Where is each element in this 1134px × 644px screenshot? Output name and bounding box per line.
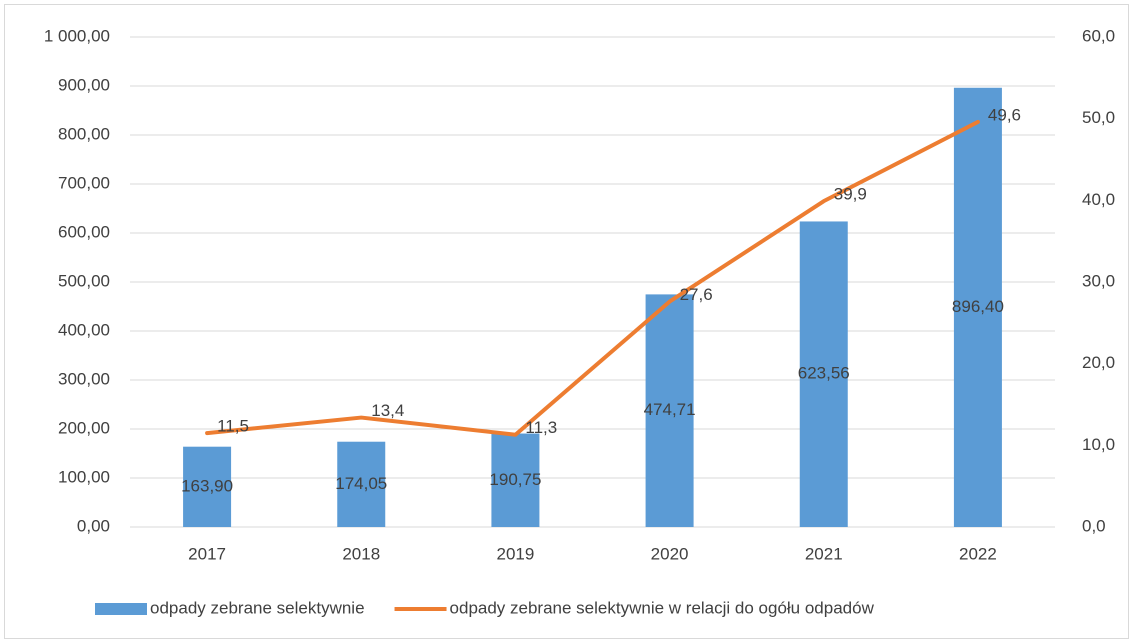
x-tick-label: 2017 xyxy=(188,544,226,563)
data-label: 39,9 xyxy=(834,185,867,204)
x-tick-label: 2021 xyxy=(805,544,843,563)
data-label: 474,71 xyxy=(644,400,696,419)
data-label: 896,40 xyxy=(952,297,1004,316)
data-label: 163,90 xyxy=(181,476,233,495)
x-tick-label: 2019 xyxy=(497,544,535,563)
y2-tick-label: 50,0 xyxy=(1082,108,1115,127)
x-tick-label: 2020 xyxy=(651,544,689,563)
bar xyxy=(183,446,232,527)
data-label: 623,56 xyxy=(798,364,850,383)
data-label: 174,05 xyxy=(335,474,387,493)
y-tick-label: 200,00 xyxy=(58,418,110,437)
y2-tick-label: 40,0 xyxy=(1082,190,1115,209)
legend-swatch xyxy=(95,603,147,615)
y-tick-label: 1 000,00 xyxy=(44,26,110,45)
y-tick-label: 900,00 xyxy=(58,75,110,94)
data-label: 49,6 xyxy=(988,105,1021,124)
y-tick-label: 100,00 xyxy=(58,467,110,486)
y2-tick-label: 60,0 xyxy=(1082,26,1115,45)
y2-tick-label: 10,0 xyxy=(1082,435,1115,454)
data-label: 11,5 xyxy=(217,417,249,436)
line xyxy=(205,119,980,437)
data-label: 11,3 xyxy=(525,418,557,437)
bar xyxy=(799,221,848,527)
data-label: 13,4 xyxy=(371,401,404,420)
y-tick-label: 300,00 xyxy=(58,369,110,388)
bar xyxy=(337,441,386,527)
x-tick-label: 2018 xyxy=(342,544,380,563)
y2-tick-label: 30,0 xyxy=(1082,271,1115,290)
y2-tick-label: 0,0 xyxy=(1082,516,1106,535)
chart-border xyxy=(4,4,1129,639)
bar xyxy=(953,87,1002,527)
y-tick-label: 700,00 xyxy=(58,173,110,192)
y-tick-label: 0,00 xyxy=(77,516,110,535)
y2-tick-label: 20,0 xyxy=(1082,353,1115,372)
y-tick-label: 400,00 xyxy=(58,320,110,339)
y-tick-label: 600,00 xyxy=(58,222,110,241)
data-label: 27,6 xyxy=(680,285,713,304)
y-tick-label: 500,00 xyxy=(58,271,110,290)
legend-label: odpady zebrane selektywnie xyxy=(150,598,365,617)
data-label: 190,75 xyxy=(489,470,541,489)
x-tick-label: 2022 xyxy=(959,544,997,563)
bar xyxy=(645,294,694,527)
legend-label: odpady zebrane selektywnie w relacji do … xyxy=(450,598,875,617)
bar xyxy=(491,433,540,527)
y-tick-label: 800,00 xyxy=(58,124,110,143)
